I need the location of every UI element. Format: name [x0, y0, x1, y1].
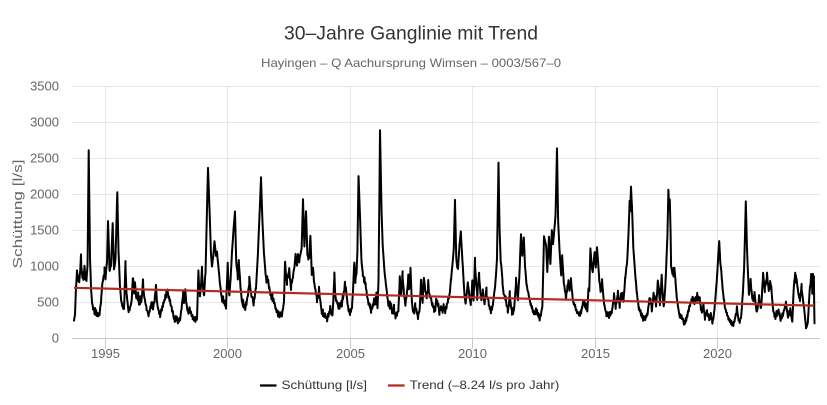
svg-text:0: 0	[52, 331, 59, 346]
svg-text:Hayingen – Q Aachursprung Wims: Hayingen – Q Aachursprung Wimsen – 0003/…	[261, 56, 561, 70]
svg-text:2000: 2000	[30, 187, 59, 202]
svg-text:30–Jahre Ganglinie mit Trend: 30–Jahre Ganglinie mit Trend	[284, 23, 538, 45]
svg-text:2000: 2000	[213, 346, 242, 361]
svg-text:3500: 3500	[30, 79, 59, 94]
svg-text:1995: 1995	[91, 346, 120, 361]
svg-text:1500: 1500	[30, 223, 59, 238]
svg-text:2010: 2010	[458, 346, 487, 361]
svg-text:500: 500	[37, 295, 59, 310]
svg-text:1000: 1000	[30, 259, 59, 274]
svg-text:Schüttung [l/s]: Schüttung [l/s]	[10, 160, 25, 269]
svg-text:Trend (–8.24 l/s pro Jahr): Trend (–8.24 l/s pro Jahr)	[410, 378, 560, 392]
svg-text:2500: 2500	[30, 151, 59, 166]
svg-text:2015: 2015	[581, 346, 610, 361]
svg-text:Schüttung [l/s]: Schüttung [l/s]	[282, 378, 368, 392]
svg-text:2020: 2020	[703, 346, 732, 361]
svg-text:2005: 2005	[336, 346, 365, 361]
svg-text:3000: 3000	[30, 115, 59, 130]
